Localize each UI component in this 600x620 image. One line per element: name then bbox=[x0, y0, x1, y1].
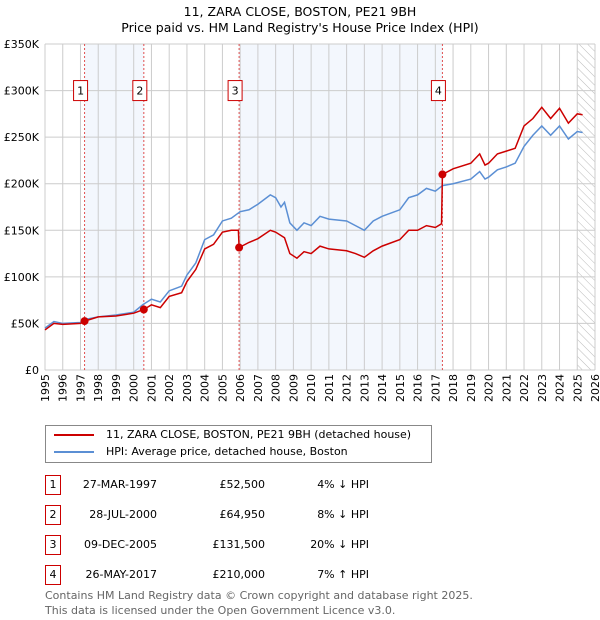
sale-number-badge: 2 bbox=[45, 505, 61, 525]
legend-swatch-red bbox=[54, 434, 94, 436]
x-tick-label: 2007 bbox=[252, 374, 265, 402]
x-tick-label: 1995 bbox=[39, 374, 52, 402]
sale-row: 1 27-MAR-1997 £52,500 4% ↓ HPI bbox=[45, 475, 385, 495]
sale-number: 2 bbox=[136, 85, 143, 98]
sale-price: £210,000 bbox=[212, 568, 266, 581]
x-tick-label: 2024 bbox=[554, 374, 567, 402]
legend-swatch-blue bbox=[54, 451, 94, 453]
sale-number-box bbox=[132, 80, 148, 102]
footer-copyright: Contains HM Land Registry data © Crown c… bbox=[45, 589, 473, 602]
sale-row: 2 28-JUL-2000 £64,950 8% ↓ HPI bbox=[45, 505, 385, 525]
legend: 11, ZARA CLOSE, BOSTON, PE21 9BH (detach… bbox=[45, 425, 432, 463]
sale-hpi-diff: 4% ↓ HPI bbox=[317, 478, 369, 491]
sale-number-badge: 1 bbox=[45, 475, 61, 495]
y-tick-label: £150K bbox=[4, 224, 40, 237]
x-tick-label: 2002 bbox=[163, 374, 176, 402]
sale-date: 26-MAY-2017 bbox=[85, 568, 157, 581]
sale-date: 28-JUL-2000 bbox=[89, 508, 157, 521]
legend-label: 11, ZARA CLOSE, BOSTON, PE21 9BH (detach… bbox=[106, 428, 412, 441]
x-tick-label: 2023 bbox=[536, 374, 549, 402]
x-tick-label: 2019 bbox=[465, 374, 478, 402]
y-tick-label: £350K bbox=[4, 38, 40, 51]
sale-number-box bbox=[430, 80, 446, 102]
sale-number-box bbox=[73, 80, 89, 102]
sale-number-badge: 3 bbox=[45, 535, 61, 555]
sale-number: 1 bbox=[77, 85, 84, 98]
sale-hpi-diff: 20% ↓ HPI bbox=[310, 538, 369, 551]
x-tick-label: 2003 bbox=[181, 374, 194, 402]
x-tick-label: 2026 bbox=[589, 374, 600, 402]
series-line bbox=[44, 106, 583, 331]
x-tick-label: 2009 bbox=[287, 374, 300, 402]
sale-hpi-diff: 8% ↓ HPI bbox=[317, 508, 369, 521]
x-tick-label: 2011 bbox=[323, 374, 336, 402]
series-line bbox=[44, 124, 583, 329]
forecast-hatch bbox=[577, 44, 595, 370]
x-tick-label: 2020 bbox=[483, 374, 496, 402]
y-tick-label: £250K bbox=[4, 131, 40, 144]
x-tick-label: 1998 bbox=[92, 374, 105, 402]
sale-row: 4 26-MAY-2017 £210,000 7% ↑ HPI bbox=[45, 565, 385, 585]
sale-point bbox=[80, 317, 89, 326]
sale-price: £131,500 bbox=[212, 538, 266, 551]
sale-point bbox=[139, 305, 148, 314]
chart-subtitle: Price paid vs. HM Land Registry's House … bbox=[121, 20, 479, 35]
sale-point bbox=[235, 243, 244, 252]
shaded-span bbox=[239, 44, 443, 370]
x-tick-label: 2015 bbox=[394, 374, 407, 402]
x-tick-label: 1999 bbox=[110, 374, 123, 402]
sale-point bbox=[438, 170, 447, 179]
x-tick-label: 2018 bbox=[447, 374, 460, 402]
sale-number: 4 bbox=[435, 85, 442, 98]
x-tick-label: 2010 bbox=[305, 374, 318, 402]
y-tick-label: £300K bbox=[4, 85, 40, 98]
sale-number-badge: 4 bbox=[45, 565, 61, 585]
x-tick-label: 2021 bbox=[500, 374, 513, 402]
y-tick-label: £50K bbox=[11, 317, 40, 330]
x-tick-label: 2004 bbox=[199, 374, 212, 402]
y-tick-label: £100K bbox=[4, 271, 40, 284]
x-tick-label: 2025 bbox=[571, 374, 584, 402]
x-tick-label: 2017 bbox=[429, 374, 442, 402]
y-tick-label: £0 bbox=[25, 364, 39, 377]
sale-number-box bbox=[227, 80, 243, 102]
legend-label: HPI: Average price, detached house, Bost… bbox=[106, 445, 348, 458]
x-tick-label: 2022 bbox=[518, 374, 531, 402]
x-tick-label: 2001 bbox=[145, 374, 158, 402]
x-tick-label: 1996 bbox=[57, 374, 70, 402]
x-tick-label: 2008 bbox=[270, 374, 283, 402]
plot-area: 1995 1996 1997 1998 1999 2000 2001 2002 2003 2004… bbox=[4, 38, 600, 402]
x-tick-label: 2005 bbox=[216, 374, 229, 402]
legend-item-property: 11, ZARA CLOSE, BOSTON, PE21 9BH (detach… bbox=[54, 427, 429, 443]
x-tick-label: 2016 bbox=[412, 374, 425, 402]
y-tick-label: £200K bbox=[4, 178, 40, 191]
x-tick-label: 2012 bbox=[341, 374, 354, 402]
x-tick-label: 1997 bbox=[74, 374, 87, 402]
x-tick-label: 2013 bbox=[358, 374, 371, 402]
x-tick-label: 2006 bbox=[234, 374, 247, 402]
chart-title: 11, ZARA CLOSE, BOSTON, PE21 9BH bbox=[183, 4, 417, 19]
legend-item-hpi: HPI: Average price, detached house, Bost… bbox=[54, 444, 429, 460]
sale-date: 09-DEC-2005 bbox=[83, 538, 157, 551]
sale-price: £52,500 bbox=[219, 478, 266, 491]
x-tick-label: 2014 bbox=[376, 374, 389, 402]
sale-date: 27-MAR-1997 bbox=[82, 478, 157, 491]
sale-hpi-diff: 7% ↑ HPI bbox=[317, 568, 369, 581]
footer-licence: This data is licensed under the Open Gov… bbox=[45, 604, 396, 617]
sale-price: £64,950 bbox=[219, 508, 266, 521]
sale-number: 3 bbox=[232, 85, 239, 98]
sale-row: 3 09-DEC-2005 £131,500 20% ↓ HPI bbox=[45, 535, 385, 555]
x-tick-label: 2000 bbox=[128, 374, 141, 402]
